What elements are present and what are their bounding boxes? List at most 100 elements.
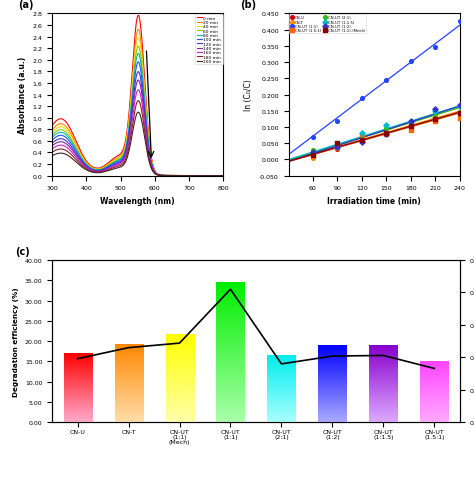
Line: 60 min: 60 min — [52, 47, 223, 176]
Line: 140 min: 140 min — [52, 81, 223, 176]
40 min — [93, 167, 99, 173]
CN-UT (1:1.5) — [358, 130, 366, 138]
20 min — [136, 27, 141, 33]
CN-UT (2:1) — [334, 143, 341, 151]
120 min — [93, 168, 99, 174]
CN-UT (2:1) — [309, 147, 317, 155]
Y-axis label: ln (C₀/C): ln (C₀/C) — [245, 80, 254, 111]
CN-UT (1:1) — [407, 59, 415, 66]
160 min — [93, 169, 99, 175]
Y-axis label: Degradation efficiency (%): Degradation efficiency (%) — [13, 287, 19, 396]
CN-UT (1:1.5) — [407, 119, 415, 126]
140 min — [127, 132, 132, 138]
CN-UT (1:1) — [456, 18, 464, 26]
40 min — [80, 156, 85, 161]
140 min — [93, 169, 99, 175]
20 min — [127, 110, 132, 116]
80 min — [220, 173, 226, 179]
100 min — [179, 173, 184, 179]
100 min — [93, 168, 99, 174]
0 min — [151, 164, 156, 170]
140 min — [220, 173, 226, 179]
CN-T — [383, 131, 390, 138]
CN-UT (1.5:1) — [309, 151, 317, 158]
40 min — [220, 173, 226, 179]
CN-UT (1:2) — [309, 149, 317, 156]
60 min — [127, 117, 132, 123]
60 min — [80, 156, 85, 162]
CN-T — [358, 135, 366, 143]
120 min — [164, 173, 170, 179]
Line: 100 min: 100 min — [52, 63, 223, 176]
160 min — [80, 162, 85, 168]
100 min — [164, 173, 170, 179]
180 min — [164, 173, 170, 179]
180 min — [136, 98, 141, 104]
CN-UT (1:1.5) — [334, 144, 341, 151]
CN-UT (1:2) — [383, 131, 390, 138]
100 min — [136, 60, 141, 66]
Bar — [217, 283, 245, 422]
80 min — [179, 173, 184, 179]
CN-UT (1.5:1) — [407, 127, 415, 134]
20 min — [93, 167, 99, 172]
0 min — [136, 13, 141, 19]
0 min — [220, 173, 226, 179]
80 min — [136, 51, 141, 57]
120 min — [220, 173, 226, 179]
Bar — [64, 354, 91, 422]
100 min — [220, 173, 226, 179]
Legend: 0 min, 20 min, 40 min, 60 min, 80 min, 100 min, 120 min, 140 min, 160 min, 180 m: 0 min, 20 min, 40 min, 60 min, 80 min, 1… — [195, 15, 222, 65]
CN-UT (1:1.5) — [456, 103, 464, 111]
40 min — [49, 131, 55, 136]
CN-UT (2:1) — [431, 111, 439, 119]
Bar — [115, 345, 143, 422]
20 min — [164, 173, 170, 179]
CN-UT (1:1) — [334, 118, 341, 125]
160 min — [49, 146, 55, 152]
160 min — [220, 173, 226, 179]
CN-T — [309, 155, 317, 162]
Bar — [420, 362, 448, 422]
40 min — [164, 173, 170, 179]
100 min — [127, 124, 132, 130]
160 min — [164, 173, 170, 179]
200 min — [93, 170, 99, 176]
140 min — [80, 161, 85, 167]
Bar — [267, 357, 295, 422]
60 min — [164, 173, 170, 179]
Text: (c): (c) — [16, 246, 30, 256]
200 min — [80, 165, 85, 171]
0 min — [80, 153, 85, 158]
CN-U — [407, 125, 415, 133]
CN-UT (2:1) — [383, 124, 390, 132]
CN-T — [456, 108, 464, 116]
0 min — [127, 104, 132, 109]
200 min — [164, 173, 170, 179]
CN-U — [309, 147, 317, 155]
200 min — [49, 154, 55, 159]
20 min — [49, 128, 55, 133]
CN-U — [334, 145, 341, 153]
60 min — [151, 166, 156, 172]
CN-T — [334, 141, 341, 149]
CN-UT (1.5:1) — [358, 133, 366, 141]
40 min — [179, 173, 184, 179]
0 min — [164, 173, 170, 179]
120 min — [49, 141, 55, 147]
CN-UT (1:2) — [334, 144, 341, 152]
160 min — [127, 136, 132, 142]
140 min — [179, 173, 184, 179]
Text: (a): (a) — [18, 0, 33, 10]
20 min — [220, 173, 226, 179]
200 min — [151, 170, 156, 176]
80 min — [93, 168, 99, 173]
Y-axis label: Absorbance (a.u.): Absorbance (a.u.) — [18, 57, 27, 134]
CN-UT (1:1)-(Mech) — [383, 130, 390, 137]
200 min — [179, 173, 184, 179]
80 min — [80, 157, 85, 163]
200 min — [136, 110, 141, 116]
CN-UT (1:1)-(Mech) — [456, 110, 464, 118]
60 min — [49, 133, 55, 139]
20 min — [151, 165, 156, 171]
